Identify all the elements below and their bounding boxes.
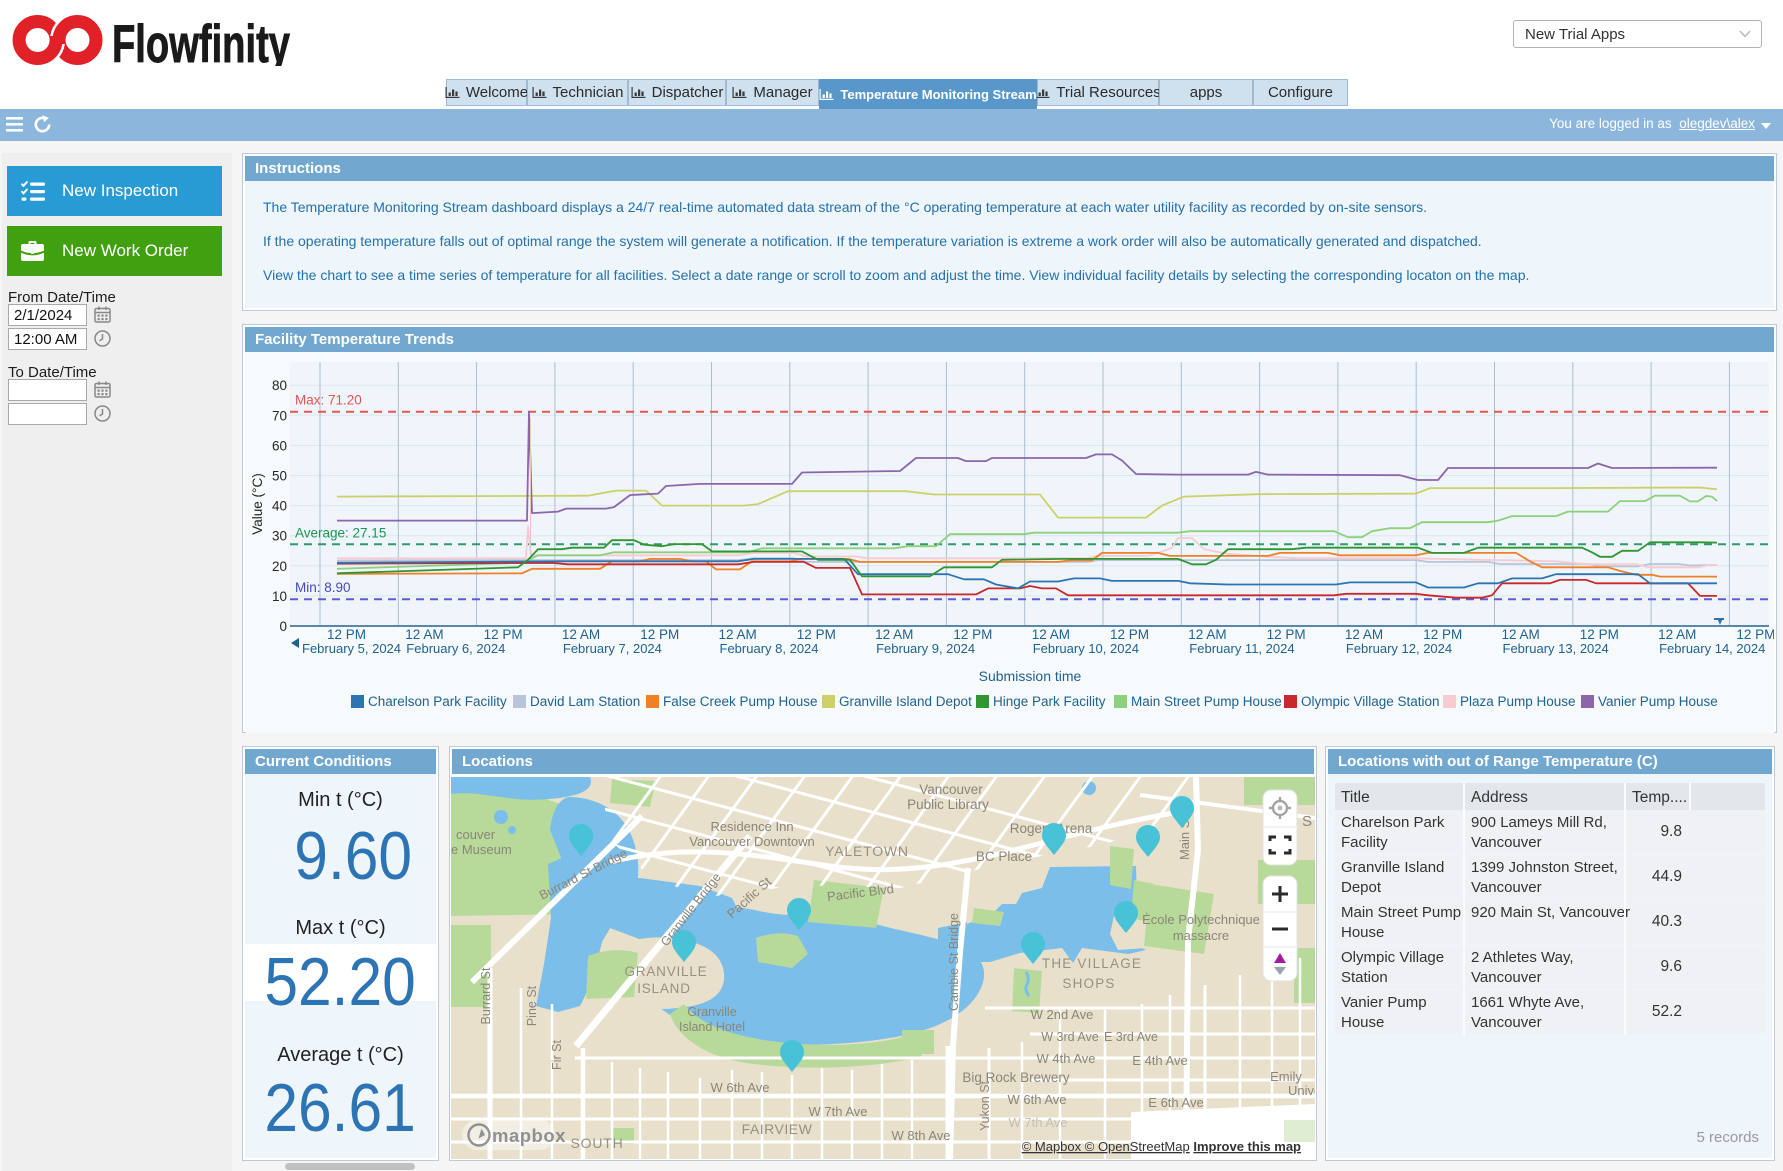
svg-text:Submission time: Submission time bbox=[979, 668, 1082, 684]
svg-text:February 11, 2024: February 11, 2024 bbox=[1189, 641, 1294, 656]
svg-text:© Mapbox © OpenStreetMap Impro: © Mapbox © OpenStreetMap Improve this ma… bbox=[1022, 1139, 1301, 1154]
svg-text:THE VILLAGE: THE VILLAGE bbox=[1042, 956, 1142, 971]
svg-text:W 3rd Ave: W 3rd Ave bbox=[1041, 1030, 1098, 1044]
svg-text:Granville Island Depot: Granville Island Depot bbox=[839, 694, 972, 709]
svg-text:GRANVILLE: GRANVILLE bbox=[625, 964, 708, 979]
svg-text:12 AM: 12 AM bbox=[1032, 627, 1070, 642]
svg-text:Pine St: Pine St bbox=[525, 985, 539, 1026]
svg-text:February 12, 2024: February 12, 2024 bbox=[1346, 641, 1452, 656]
svg-text:FAIRVIEW: FAIRVIEW bbox=[742, 1121, 813, 1137]
svg-text:Value (°C): Value (°C) bbox=[250, 473, 265, 534]
svg-text:February 9, 2024: February 9, 2024 bbox=[876, 641, 975, 656]
svg-text:40: 40 bbox=[272, 499, 287, 514]
svg-text:February 14, 2024: February 14, 2024 bbox=[1659, 641, 1765, 656]
svg-text:W 6th Ave: W 6th Ave bbox=[1007, 1092, 1066, 1107]
svg-text:W 2nd Ave: W 2nd Ave bbox=[1031, 1007, 1094, 1022]
svg-text:Residence Inn: Residence Inn bbox=[710, 819, 793, 834]
svg-text:BC Place: BC Place bbox=[976, 849, 1032, 864]
svg-text:February 5, 2024: February 5, 2024 bbox=[302, 641, 401, 656]
svg-text:École Polytechnique: École Polytechnique bbox=[1142, 912, 1260, 927]
svg-text:12 AM: 12 AM bbox=[1345, 627, 1383, 642]
svg-text:Emily: Emily bbox=[1270, 1069, 1302, 1084]
svg-text:couver: couver bbox=[456, 827, 496, 842]
svg-text:12 AM: 12 AM bbox=[875, 627, 913, 642]
svg-text:12 AM: 12 AM bbox=[1502, 627, 1540, 642]
svg-text:David Lam Station: David Lam Station bbox=[530, 694, 640, 709]
svg-text:50: 50 bbox=[272, 469, 287, 484]
svg-text:Max: 71.20: Max: 71.20 bbox=[295, 393, 362, 408]
svg-text:Fir St: Fir St bbox=[550, 1040, 564, 1070]
svg-text:S: S bbox=[1302, 813, 1312, 830]
svg-text:12 AM: 12 AM bbox=[719, 627, 757, 642]
svg-text:Flowfinity: Flowfinity bbox=[112, 15, 290, 66]
svg-text:SHOPS: SHOPS bbox=[1062, 976, 1115, 991]
svg-text:e Museum: e Museum bbox=[451, 842, 512, 857]
svg-text:W 8th Ave: W 8th Ave bbox=[891, 1128, 950, 1143]
svg-text:Island Hotel: Island Hotel bbox=[679, 1020, 745, 1034]
svg-text:W 6th Ave: W 6th Ave bbox=[710, 1080, 769, 1095]
svg-text:W 7th Ave: W 7th Ave bbox=[808, 1104, 867, 1119]
svg-text:False Creek Pump House: False Creek Pump House bbox=[663, 694, 818, 709]
svg-text:W 7th Ave: W 7th Ave bbox=[1008, 1115, 1067, 1130]
svg-text:February 13, 2024: February 13, 2024 bbox=[1503, 641, 1609, 656]
svg-text:Cambie St Bridge: Cambie St Bridge bbox=[947, 913, 961, 1011]
svg-text:12 PM: 12 PM bbox=[327, 627, 366, 642]
svg-text:February 7, 2024: February 7, 2024 bbox=[563, 641, 662, 656]
svg-text:Hinge Park Facility: Hinge Park Facility bbox=[993, 694, 1106, 709]
svg-text:Olympic Village Station: Olympic Village Station bbox=[1301, 694, 1440, 709]
svg-text:Burrard St: Burrard St bbox=[479, 967, 493, 1024]
svg-text:12 AM: 12 AM bbox=[405, 627, 443, 642]
svg-text:Plaza Pump House: Plaza Pump House bbox=[1460, 694, 1576, 709]
svg-text:Unive: Unive bbox=[1288, 1083, 1315, 1098]
svg-text:30: 30 bbox=[272, 529, 287, 544]
svg-text:ISLAND: ISLAND bbox=[637, 981, 691, 996]
svg-text:Public Library: Public Library bbox=[907, 797, 989, 812]
svg-text:massacre: massacre bbox=[1173, 928, 1229, 943]
svg-text:February 10, 2024: February 10, 2024 bbox=[1033, 641, 1139, 656]
svg-text:12 PM: 12 PM bbox=[953, 627, 992, 642]
svg-text:E 4th Ave: E 4th Ave bbox=[1132, 1053, 1187, 1068]
svg-text:12 PM: 12 PM bbox=[1110, 627, 1149, 642]
svg-text:Vanier Pump House: Vanier Pump House bbox=[1598, 694, 1718, 709]
svg-text:10: 10 bbox=[272, 589, 287, 604]
svg-text:Vancouver Downtown: Vancouver Downtown bbox=[689, 834, 815, 849]
svg-text:12 PM: 12 PM bbox=[640, 627, 679, 642]
svg-text:12 PM: 12 PM bbox=[1736, 627, 1774, 642]
svg-text:12 PM: 12 PM bbox=[1267, 627, 1306, 642]
svg-text:SOUTH: SOUTH bbox=[571, 1135, 624, 1151]
svg-text:80: 80 bbox=[272, 378, 287, 393]
svg-text:0: 0 bbox=[279, 619, 287, 634]
svg-text:Vancouver: Vancouver bbox=[919, 782, 983, 797]
svg-text:February 8, 2024: February 8, 2024 bbox=[720, 641, 819, 656]
svg-text:Average: 27.15: Average: 27.15 bbox=[295, 525, 386, 540]
svg-text:February 6, 2024: February 6, 2024 bbox=[406, 641, 505, 656]
svg-text:12 PM: 12 PM bbox=[1580, 627, 1619, 642]
svg-text:12 AM: 12 AM bbox=[562, 627, 600, 642]
svg-text:12 PM: 12 PM bbox=[797, 627, 836, 642]
svg-text:70: 70 bbox=[272, 408, 287, 423]
svg-text:12 AM: 12 AM bbox=[1658, 627, 1696, 642]
svg-text:E 3rd Ave: E 3rd Ave bbox=[1104, 1030, 1158, 1044]
svg-text:60: 60 bbox=[272, 438, 287, 453]
svg-text:Big Rock Brewery: Big Rock Brewery bbox=[962, 1070, 1070, 1085]
svg-text:mapbox: mapbox bbox=[492, 1125, 566, 1146]
svg-text:YALETOWN: YALETOWN bbox=[825, 843, 909, 859]
svg-text:E 6th Ave: E 6th Ave bbox=[1148, 1095, 1203, 1110]
svg-text:Main St: Main St bbox=[1177, 816, 1192, 860]
svg-text:Min: 8.90: Min: 8.90 bbox=[295, 580, 351, 595]
svg-text:12 PM: 12 PM bbox=[1423, 627, 1462, 642]
svg-text:Yukon St: Yukon St bbox=[978, 1080, 992, 1131]
svg-text:W 4th Ave: W 4th Ave bbox=[1036, 1051, 1095, 1066]
svg-text:20: 20 bbox=[272, 559, 287, 574]
svg-text:Main Street Pump House: Main Street Pump House bbox=[1131, 694, 1282, 709]
svg-text:Charelson Park Facility: Charelson Park Facility bbox=[368, 694, 507, 709]
svg-text:12 AM: 12 AM bbox=[1188, 627, 1226, 642]
svg-text:12 PM: 12 PM bbox=[484, 627, 523, 642]
svg-text:Granville: Granville bbox=[687, 1005, 736, 1019]
